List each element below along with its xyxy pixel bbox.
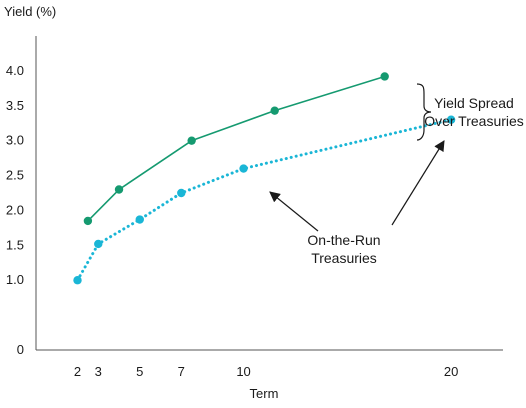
y-tick-label: 3.0	[6, 133, 24, 148]
series-0-point	[380, 72, 388, 80]
spread-annotation: Yield Spread Over Treasuries	[417, 84, 524, 140]
x-tick-label: 20	[444, 364, 458, 379]
otr-arrow-right	[392, 141, 444, 225]
series-line-0	[88, 76, 385, 220]
x-tick-label: 3	[95, 364, 102, 379]
y-tick-label: 2.5	[6, 168, 24, 183]
y-tick-label: 3.5	[6, 98, 24, 113]
spread-label-line2: Over Treasuries	[424, 113, 524, 129]
y-axis-title: Yield (%)	[4, 4, 56, 19]
y-tick-label: 0	[17, 342, 24, 357]
series-0-point	[187, 136, 195, 144]
series-0-point	[270, 106, 278, 114]
y-tick-group: 0 1.0 1.5 2.0 2.5 3.0 3.5 4.0	[6, 63, 24, 357]
series-group	[73, 72, 455, 284]
y-tick-label: 4.0	[6, 63, 24, 78]
series-1-point	[73, 276, 81, 284]
y-tick-label: 2.0	[6, 202, 24, 217]
y-tick-label: 1.0	[6, 272, 24, 287]
otr-label-line1: On-the-Run	[307, 232, 380, 248]
y-tick-label: 1.5	[6, 237, 24, 252]
series-1-point	[177, 189, 185, 197]
series-line-1	[78, 120, 452, 280]
x-tick-label: 2	[74, 364, 81, 379]
spread-label-line1: Yield Spread	[434, 95, 514, 111]
x-tick-label: 5	[136, 364, 143, 379]
series-0-point	[84, 217, 92, 225]
series-1-point	[239, 164, 247, 172]
x-tick-group: 2 3 5 7 10 20	[74, 364, 458, 379]
otr-arrow-left	[270, 192, 318, 231]
x-tick-label: 10	[236, 364, 250, 379]
x-tick-label: 7	[178, 364, 185, 379]
otr-annotation: On-the-Run Treasuries	[270, 141, 444, 266]
series-1-point	[94, 240, 102, 248]
series-0-point	[115, 185, 123, 193]
spread-brace	[417, 84, 431, 140]
x-axis-title: Term	[250, 386, 279, 401]
series-1-point	[136, 215, 144, 223]
otr-label-line2: Treasuries	[311, 250, 377, 266]
